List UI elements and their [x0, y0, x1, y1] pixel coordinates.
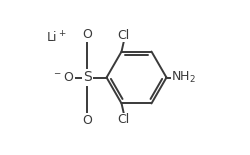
Text: S: S	[83, 71, 92, 84]
Text: Li$^+$: Li$^+$	[46, 30, 67, 45]
Text: O: O	[82, 114, 92, 127]
Text: Cl: Cl	[118, 113, 130, 126]
Text: NH$_2$: NH$_2$	[171, 70, 196, 85]
Text: O: O	[82, 28, 92, 41]
Text: $^-$O: $^-$O	[52, 71, 75, 84]
Text: Cl: Cl	[118, 29, 130, 42]
